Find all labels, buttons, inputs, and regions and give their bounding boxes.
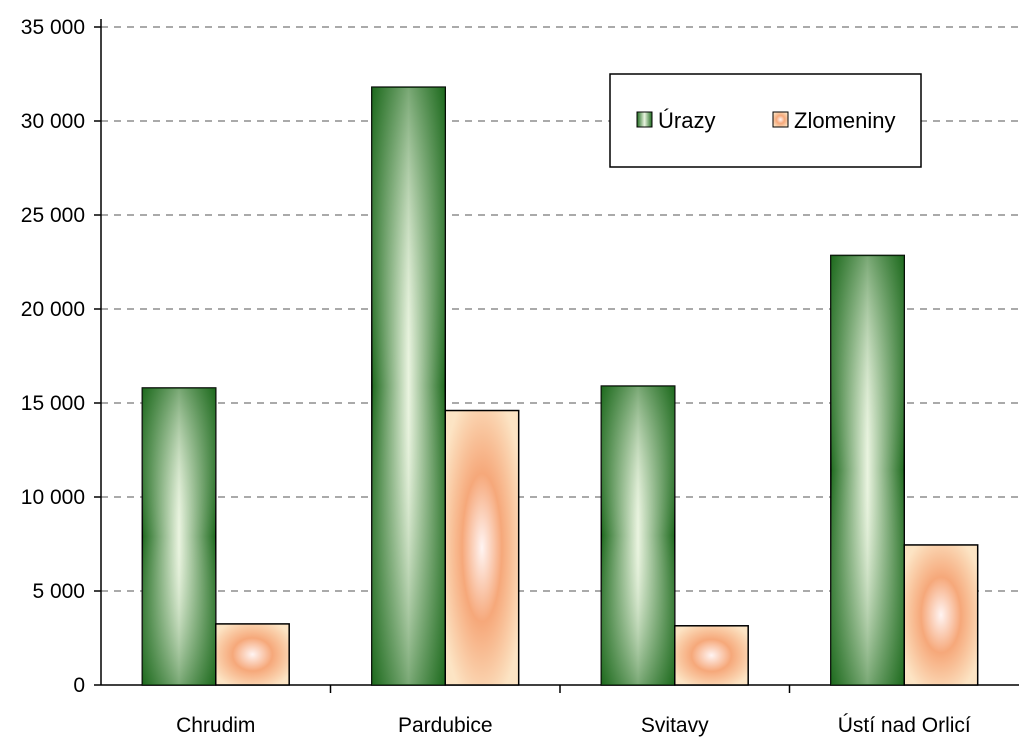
bar-shading [142, 387, 216, 685]
x-tick-label: Chrudim [176, 714, 255, 737]
y-axis-labels: 0 5 000 10 000 15 000 20 000 25 000 30 000 35 0… [21, 16, 85, 697]
bar-zlomeniny [903, 544, 979, 686]
legend-box [609, 73, 922, 168]
bar-zlomeniny [215, 623, 290, 686]
bar-zlomeniny [444, 409, 520, 686]
x-tick-label: Ústí nad Orlicí [838, 714, 971, 737]
bars [141, 86, 979, 686]
legend-swatch-urazy [636, 111, 653, 128]
y-tick-label: 35 000 [21, 16, 85, 39]
bar-shading [601, 386, 675, 685]
x-tick-label: Pardubice [398, 714, 493, 737]
legend-swatch-zlomeniny [772, 111, 789, 128]
y-tick-label: 5 000 [32, 580, 85, 603]
x-tick-label: Svitavy [641, 714, 709, 737]
bar-zlomeniny [674, 625, 749, 686]
legend-label-urazy: Úrazy [658, 108, 715, 133]
y-tick-label: 10 000 [21, 486, 85, 509]
bar-shading [371, 87, 446, 685]
y-tick-label: 20 000 [21, 298, 85, 321]
y-tick-label: 25 000 [21, 204, 85, 227]
gridlines [101, 26, 1019, 592]
bar-shading [830, 255, 905, 686]
y-tick-label: 0 [73, 674, 85, 697]
y-tick-label: 15 000 [21, 392, 85, 415]
y-tick-label: 30 000 [21, 110, 85, 133]
x-axis-labels: Chrudim Pardubice Svitavy Ústí nad Orlicí [176, 714, 971, 737]
legend-label-zlomeniny: Zlomeniny [794, 108, 895, 133]
legend: Úrazy Zlomeniny [609, 73, 922, 168]
